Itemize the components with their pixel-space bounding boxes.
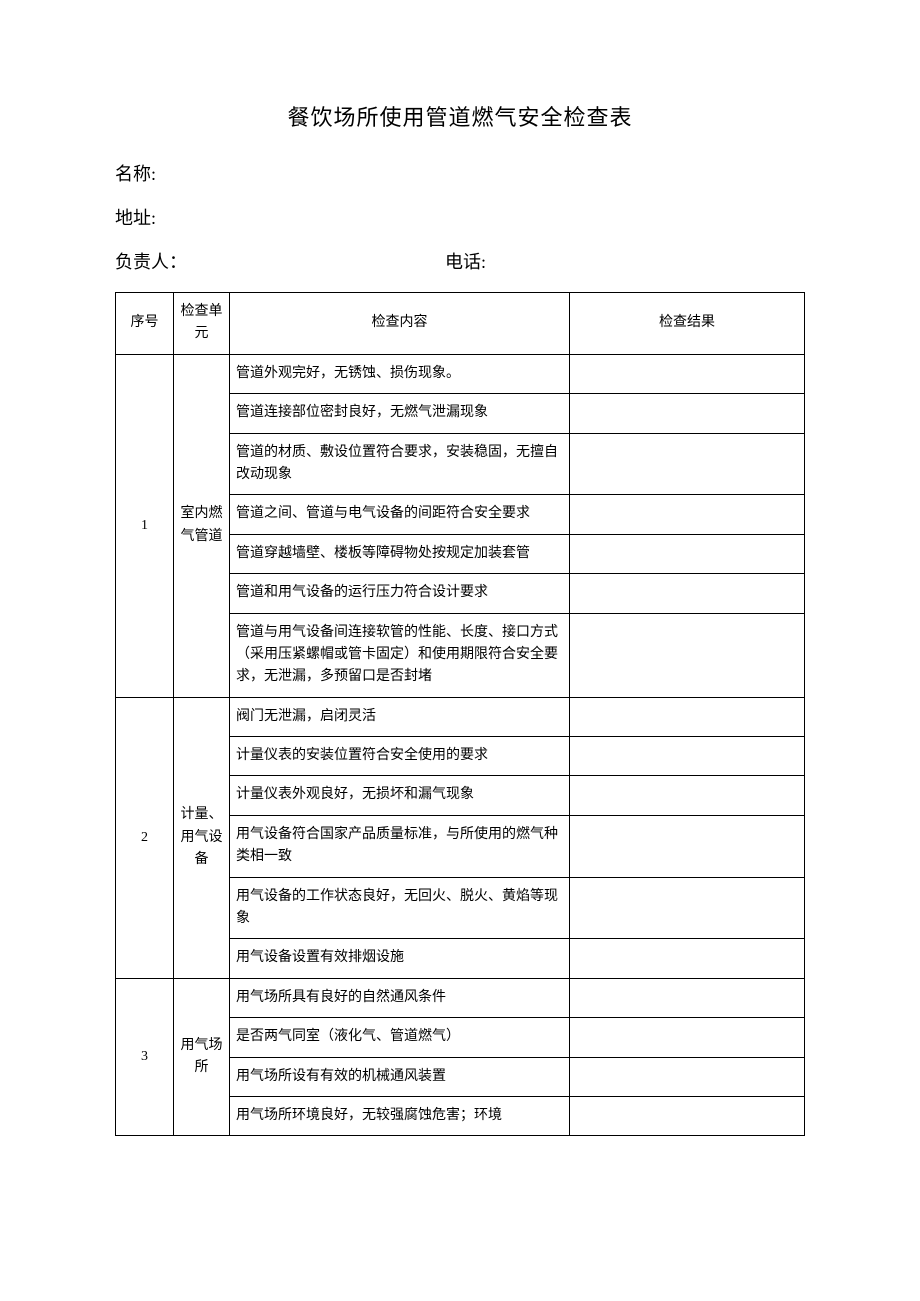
manager-label: 负责人： xyxy=(115,248,445,274)
result-cell xyxy=(570,877,805,939)
content-cell: 用气设备设置有效排烟设施 xyxy=(230,939,570,978)
seq-cell: 3 xyxy=(116,978,174,1136)
content-cell: 用气场所具有良好的自然通风条件 xyxy=(230,978,570,1017)
content-cell: 管道连接部位密封良好，无燃气泄漏现象 xyxy=(230,394,570,433)
content-cell: 阀门无泄漏，启闭灵活 xyxy=(230,697,570,736)
result-cell xyxy=(570,697,805,736)
result-cell xyxy=(570,495,805,534)
content-cell: 用气设备符合国家产品质量标准，与所使用的燃气种类相一致 xyxy=(230,815,570,877)
header-content: 检查内容 xyxy=(230,293,570,355)
result-cell xyxy=(570,354,805,393)
table-row: 3用气场所用气场所具有良好的自然通风条件 xyxy=(116,978,805,1017)
content-cell: 管道与用气设备间连接软管的性能、长度、接口方式（采用压紧螺帽或管卡固定）和使用期… xyxy=(230,613,570,697)
info-address-row: 地址: xyxy=(115,204,805,230)
content-cell: 用气场所环境良好，无较强腐蚀危害；环境 xyxy=(230,1096,570,1135)
info-name-row: 名称: xyxy=(115,160,805,186)
unit-cell: 计量、用气设备 xyxy=(174,697,230,978)
header-result: 检查结果 xyxy=(570,293,805,355)
content-cell: 管道之间、管道与电气设备的间距符合安全要求 xyxy=(230,495,570,534)
unit-cell: 室内燃气管道 xyxy=(174,354,230,697)
result-cell xyxy=(570,815,805,877)
table-row: 1室内燃气管道管道外观完好，无锈蚀、损伤现象。 xyxy=(116,354,805,393)
result-cell xyxy=(570,776,805,815)
result-cell xyxy=(570,574,805,613)
content-cell: 计量仪表外观良好，无损坏和漏气现象 xyxy=(230,776,570,815)
result-cell xyxy=(570,394,805,433)
result-cell xyxy=(570,1057,805,1096)
address-label: 地址: xyxy=(115,204,156,230)
page-title: 餐饮场所使用管道燃气安全检查表 xyxy=(115,100,805,132)
result-cell xyxy=(570,534,805,573)
name-label: 名称: xyxy=(115,160,156,186)
seq-cell: 1 xyxy=(116,354,174,697)
content-cell: 计量仪表的安装位置符合安全使用的要求 xyxy=(230,737,570,776)
inspection-table: 序号 检查单元 检查内容 检查结果 1室内燃气管道管道外观完好，无锈蚀、损伤现象… xyxy=(115,292,805,1136)
result-cell xyxy=(570,433,805,495)
content-cell: 是否两气同室（液化气、管道燃气） xyxy=(230,1018,570,1057)
seq-cell: 2 xyxy=(116,697,174,978)
header-unit: 检查单元 xyxy=(174,293,230,355)
result-cell xyxy=(570,939,805,978)
result-cell xyxy=(570,613,805,697)
table-row: 2计量、用气设备阀门无泄漏，启闭灵活 xyxy=(116,697,805,736)
result-cell xyxy=(570,737,805,776)
content-cell: 用气设备的工作状态良好，无回火、脱火、黄焰等现象 xyxy=(230,877,570,939)
table-header-row: 序号 检查单元 检查内容 检查结果 xyxy=(116,293,805,355)
phone-label: 电话: xyxy=(445,248,805,274)
result-cell xyxy=(570,1018,805,1057)
unit-cell: 用气场所 xyxy=(174,978,230,1136)
info-contact-row: 负责人： 电话: xyxy=(115,248,805,274)
content-cell: 管道和用气设备的运行压力符合设计要求 xyxy=(230,574,570,613)
content-cell: 管道穿越墙壁、楼板等障碍物处按规定加装套管 xyxy=(230,534,570,573)
result-cell xyxy=(570,978,805,1017)
content-cell: 管道外观完好，无锈蚀、损伤现象。 xyxy=(230,354,570,393)
content-cell: 管道的材质、敷设位置符合要求，安装稳固，无擅自改动现象 xyxy=(230,433,570,495)
result-cell xyxy=(570,1096,805,1135)
header-seq: 序号 xyxy=(116,293,174,355)
content-cell: 用气场所设有有效的机械通风装置 xyxy=(230,1057,570,1096)
